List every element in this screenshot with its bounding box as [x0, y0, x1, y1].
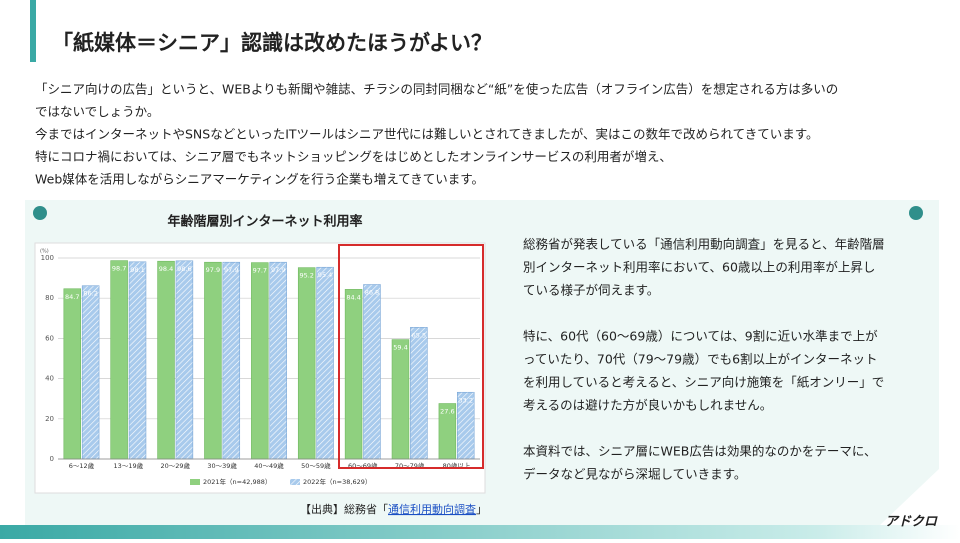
x-tick-label: 6～12歳	[69, 461, 95, 470]
y-unit: (%)	[40, 249, 49, 255]
x-tick-label: 50～59歳	[301, 461, 331, 470]
body-line: 特にコロナ禍においては、シニア層でもネットショッピングをはじめとしたオンラインサ…	[35, 149, 672, 164]
value-label: 97.9	[206, 266, 220, 274]
logo: アドクロ	[885, 515, 938, 530]
bar	[410, 327, 428, 460]
footer-bar	[0, 525, 960, 539]
bar	[128, 261, 147, 460]
chart-title: 年齢階層別インターネット利用率	[167, 214, 362, 230]
slide-title: 「紙媒体＝シニア」認識は改めたほうがよい？	[52, 31, 492, 55]
bar	[204, 261, 222, 460]
highlight-box	[338, 244, 484, 469]
bar	[222, 261, 241, 460]
bar	[363, 284, 381, 460]
value-label: 95.2	[299, 272, 313, 280]
value-label: 97.9	[271, 266, 285, 274]
bar	[391, 339, 410, 460]
x-tick-label: 20～29歳	[160, 461, 190, 470]
legend-swatch	[290, 479, 300, 485]
value-label: 86.2	[83, 290, 97, 298]
value-label: 97.7	[253, 267, 267, 275]
value-label: 33.2	[459, 396, 473, 404]
y-tick-label: 20	[45, 415, 54, 423]
y-tick-label: 60	[45, 334, 54, 342]
body-line: Web媒体を活用しながらシニアマーケティングを行う企業も増えてきています。	[35, 172, 484, 187]
value-label: 84.7	[65, 293, 79, 301]
panel-line: 特に、60代（60～69歳）については、9割に近い水準まで上が	[523, 329, 878, 344]
panel-text: 総務省が発表している「通信利用動向調査」を見ると、年齢階層別インターネット利用率…	[523, 237, 885, 482]
panel-line: データなど見ながら深堀していきます。	[523, 467, 746, 482]
y-tick-label: 40	[45, 375, 54, 383]
y-tick-label: 0	[50, 455, 54, 463]
bar	[269, 261, 287, 460]
value-label: 98.4	[159, 265, 173, 273]
bar	[175, 260, 194, 460]
x-tick-label: 70～79歳	[395, 461, 425, 470]
bar	[157, 260, 175, 460]
value-label: 84.4	[346, 293, 360, 301]
y-tick-label: 100	[41, 254, 54, 262]
panel-line: ている様子が伺えます。	[523, 283, 659, 298]
bar	[297, 267, 316, 460]
value-label: 86.8	[365, 289, 379, 297]
source-suffix: 」	[476, 503, 487, 516]
bar	[63, 288, 81, 460]
panel-line: 本資料では、シニア層にWEB広告は効果的なのかをテーマに、	[523, 444, 876, 459]
panel-line: っていたり、70代（79～79歳）でも6割以上がインターネット	[523, 352, 878, 367]
bar	[316, 266, 334, 460]
x-tick-label: 13～19歳	[114, 461, 144, 470]
body-line: ではないでしょうか。	[35, 104, 159, 119]
x-tick-label: 30～39歳	[207, 461, 237, 470]
value-label: 98.7	[112, 265, 126, 273]
x-tick-label: 80歳以上	[443, 461, 471, 470]
body-text: 「シニア向けの広告」というと、WEBよりも新聞や雑誌、チラシの同封同梱など“紙”…	[35, 82, 838, 187]
body-line: 今まではインターネットやSNSなどといったITツールはシニア世代には難しいとされ…	[35, 127, 819, 142]
value-label: 98.1	[130, 266, 144, 274]
bar	[81, 285, 100, 460]
source: 【出典】総務省「通信利用動向調査」	[300, 502, 487, 516]
bar	[344, 289, 363, 460]
pin	[909, 206, 923, 220]
legend-label: 2022年（n=38,629）	[303, 477, 371, 486]
panel-line: 別インターネット利用率において、60歳以上の利用率が上昇し	[523, 260, 875, 275]
panel-line: 総務省が発表している「通信利用動向調査」を見ると、年齢階層	[523, 237, 885, 252]
bar	[251, 262, 269, 460]
legend-swatch	[190, 479, 200, 485]
value-label: 59.4	[393, 344, 407, 352]
chart: (%) 0 20 40 60 80 100 6～12歳 84.7 86.2 13～19歳 98.7 98…	[40, 249, 480, 486]
source-link[interactable]: 通信利用動向調査	[388, 502, 476, 516]
value-label: 27.6	[440, 408, 454, 416]
value-label: 95.4	[318, 271, 332, 279]
panel-line: を利用していると考えると、シニア向け施策を「紙オンリー」で	[523, 375, 884, 390]
value-label: 98.6	[177, 265, 191, 273]
x-tick-label: 60～69歳	[348, 461, 378, 470]
value-label: 97.9	[224, 266, 238, 274]
source-prefix: 【出典】総務省「	[300, 502, 388, 516]
accent-bar	[30, 0, 36, 62]
body-line: 「シニア向けの広告」というと、WEBよりも新聞や雑誌、チラシの同封同梱など“紙”…	[35, 82, 838, 97]
panel-line: 考えるのは避けた方が良いかもしれません。	[523, 398, 772, 413]
y-tick-label: 80	[45, 294, 54, 302]
legend-label: 2021年（n=42,988）	[203, 477, 271, 486]
footer-corner	[880, 468, 960, 525]
value-label: 65.5	[412, 331, 426, 339]
x-tick-label: 40～49歳	[254, 461, 284, 470]
pin	[33, 206, 47, 220]
bar	[110, 260, 128, 460]
